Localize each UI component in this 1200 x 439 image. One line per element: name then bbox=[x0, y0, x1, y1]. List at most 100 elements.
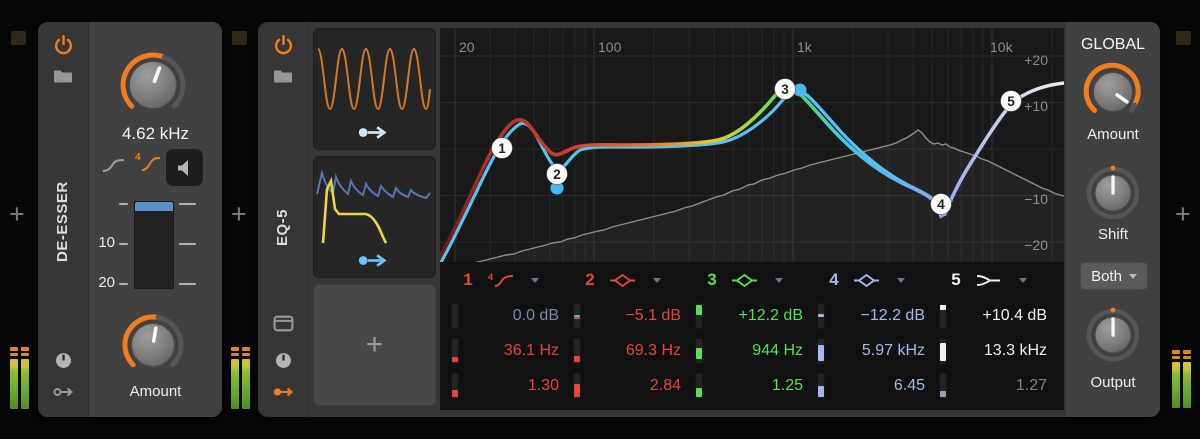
band-q-meter[interactable] bbox=[939, 373, 947, 399]
modulation-route-button[interactable] bbox=[358, 253, 389, 273]
channel-mode-dropdown[interactable]: Both bbox=[1080, 262, 1148, 290]
band-gain-meter[interactable] bbox=[451, 303, 459, 329]
svg-text:+10: +10 bbox=[1024, 98, 1048, 114]
threshold-slider[interactable] bbox=[134, 201, 174, 289]
band-type-icon-highshelf[interactable] bbox=[971, 272, 1005, 289]
band-gain-value[interactable]: −12.2 dB bbox=[860, 307, 926, 324]
listen-button[interactable] bbox=[166, 149, 203, 186]
band-number[interactable]: 3 bbox=[707, 270, 717, 289]
band-freq-meter[interactable] bbox=[817, 338, 825, 364]
level-meter bbox=[10, 347, 29, 409]
threshold-slider-handle[interactable] bbox=[135, 202, 173, 211]
band-freq-value[interactable]: 13.3 kHz bbox=[983, 342, 1047, 359]
folder-icon[interactable] bbox=[53, 68, 73, 84]
band-q-value[interactable]: 1.27 bbox=[1015, 377, 1047, 394]
band-node-5[interactable]: 5 bbox=[1000, 90, 1022, 112]
band-type-icon-bell[interactable] bbox=[849, 272, 883, 289]
device-title[interactable]: EQ-5 bbox=[274, 208, 291, 246]
band-freq-meter[interactable] bbox=[695, 338, 703, 364]
band-freq-meter[interactable] bbox=[451, 338, 459, 364]
folder-icon[interactable] bbox=[273, 68, 293, 84]
chevron-down-icon[interactable] bbox=[775, 277, 783, 283]
band-q-value[interactable]: 2.84 bbox=[649, 377, 681, 394]
band-number[interactable]: 5 bbox=[951, 270, 961, 289]
modulator-envelope-cell[interactable] bbox=[313, 156, 436, 278]
band-gain-value[interactable]: +10.4 dB bbox=[982, 307, 1048, 324]
plus-icon: + bbox=[365, 328, 384, 361]
band-type-icon-bell[interactable] bbox=[605, 272, 639, 289]
band-q-value[interactable]: 1.25 bbox=[771, 377, 803, 394]
chevron-down-icon[interactable] bbox=[531, 277, 539, 283]
scale-tick-20: 20 bbox=[98, 274, 115, 291]
band-gain-meter[interactable] bbox=[817, 303, 825, 329]
deesser-header-strip: DE-ESSER bbox=[38, 22, 89, 417]
expand-window-icon[interactable] bbox=[273, 315, 294, 332]
band-gain-meter[interactable] bbox=[939, 303, 947, 329]
band-type-icon-highpass[interactable]: 4 bbox=[483, 272, 517, 289]
band-node-1[interactable]: 1 bbox=[491, 137, 513, 159]
band-freq-meter[interactable] bbox=[573, 338, 581, 364]
band-gain-meter[interactable] bbox=[573, 303, 581, 329]
band-freq-meter[interactable] bbox=[939, 338, 947, 364]
eq-band-parameters: 1 4 0.0 dB 36.1 Hz 1.30 2 bbox=[440, 262, 1064, 410]
chevron-down-icon[interactable] bbox=[1019, 277, 1027, 283]
channel-mode-value: Both bbox=[1091, 267, 1122, 285]
global-amount-knob[interactable] bbox=[1079, 58, 1147, 131]
split-highpass-mode-icon[interactable]: 4 bbox=[134, 150, 162, 175]
global-shift-knob[interactable] bbox=[1082, 162, 1144, 229]
device-eq5: EQ-5 + bbox=[258, 22, 1160, 417]
band-freq-value[interactable]: 944 Hz bbox=[752, 342, 803, 359]
add-device-button[interactable]: + bbox=[231, 199, 247, 229]
svg-text:−10: −10 bbox=[1024, 191, 1048, 207]
eq-band-1-column: 1 4 0.0 dB 36.1 Hz 1.30 bbox=[445, 262, 565, 410]
band-gain-value[interactable]: 0.0 dB bbox=[512, 307, 559, 324]
eq5-header-strip: EQ-5 bbox=[258, 22, 309, 417]
level-meter bbox=[231, 347, 250, 409]
band-node-2[interactable]: 2 bbox=[546, 163, 568, 185]
eq-graph-display[interactable]: 20 100 1k 10k +20 +10 −10 −20 1 bbox=[436, 28, 1066, 271]
envelope-waveform bbox=[316, 169, 431, 244]
band-freq-value[interactable]: 69.3 Hz bbox=[625, 342, 681, 359]
mapping-key-icon[interactable] bbox=[52, 385, 75, 399]
band-number[interactable]: 1 bbox=[463, 270, 473, 289]
modulator-lfo-cell[interactable] bbox=[313, 28, 436, 150]
chevron-down-icon[interactable] bbox=[897, 277, 905, 283]
device-title[interactable]: DE-ESSER bbox=[54, 181, 71, 263]
band-q-value[interactable]: 6.45 bbox=[893, 377, 925, 394]
global-output-knob[interactable] bbox=[1082, 304, 1144, 371]
modulation-route-button[interactable] bbox=[358, 125, 389, 145]
band-q-value[interactable]: 1.30 bbox=[527, 377, 559, 394]
power-icon[interactable] bbox=[53, 34, 74, 55]
band-q-meter[interactable] bbox=[817, 373, 825, 399]
add-device-button[interactable]: + bbox=[1175, 199, 1191, 229]
band-q-meter[interactable] bbox=[573, 373, 581, 399]
power-icon[interactable] bbox=[273, 34, 294, 55]
timebase-knob-icon[interactable] bbox=[55, 352, 72, 369]
mapping-key-icon[interactable] bbox=[272, 385, 295, 399]
band-gain-value[interactable]: +12.2 dB bbox=[738, 307, 804, 324]
band-number[interactable]: 4 bbox=[829, 270, 839, 289]
band-number[interactable]: 2 bbox=[585, 270, 595, 289]
frequency-value[interactable]: 4.62 kHz bbox=[121, 124, 190, 143]
chevron-down-icon[interactable] bbox=[653, 277, 661, 283]
band-q-meter[interactable] bbox=[451, 373, 459, 399]
band-node-4[interactable]: 4 bbox=[930, 193, 952, 215]
svg-text:3: 3 bbox=[781, 82, 789, 97]
band-freq-value[interactable]: 36.1 Hz bbox=[503, 342, 559, 359]
deesser-amount-knob[interactable] bbox=[117, 309, 189, 386]
timebase-knob-icon[interactable] bbox=[275, 352, 292, 369]
band-gain-value[interactable]: −5.1 dB bbox=[625, 307, 681, 324]
chevron-down-icon bbox=[1128, 273, 1137, 279]
add-modulator-cell[interactable]: + bbox=[313, 284, 436, 406]
band-type-icon-bell[interactable] bbox=[727, 272, 761, 289]
band-q-meter[interactable] bbox=[695, 373, 703, 399]
band-node-3[interactable]: 3 bbox=[774, 78, 796, 100]
eq-band-2-column: 2 −5.1 dB 69.3 Hz 2.84 bbox=[567, 262, 687, 410]
band-freq-value[interactable]: 5.97 kHz bbox=[861, 342, 925, 359]
add-device-button[interactable]: + bbox=[9, 199, 25, 229]
band-gain-meter[interactable] bbox=[695, 303, 703, 329]
frequency-knob[interactable] bbox=[115, 47, 191, 128]
wideband-mode-icon[interactable] bbox=[101, 155, 126, 175]
eq-curve-shifted bbox=[438, 90, 940, 266]
eq-band-5-column: 5 +10.4 dB 13.3 kHz 1.27 bbox=[933, 262, 1053, 410]
